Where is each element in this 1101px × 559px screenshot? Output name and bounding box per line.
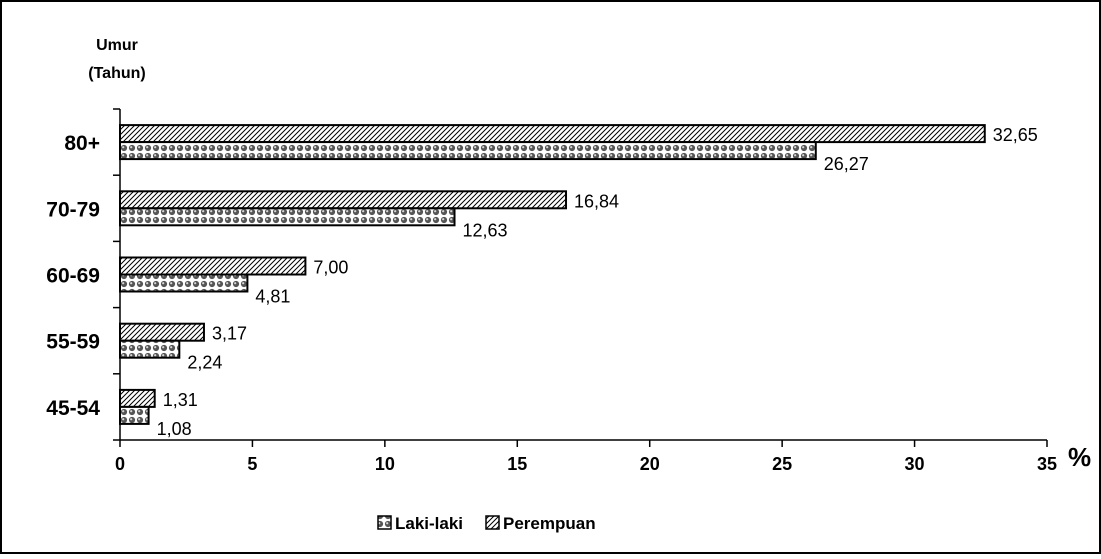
- value-label-perempuan-55-59: 3,17: [212, 324, 247, 344]
- x-tick-label-10: 10: [375, 454, 395, 474]
- x-tick-label-25: 25: [772, 454, 792, 474]
- category-label-55-59: 55-59: [46, 331, 100, 354]
- category-label-80: 80+: [64, 132, 100, 155]
- legend-label-perempuan: Perempuan: [503, 514, 596, 533]
- value-label-perempuan-60-69: 7,00: [313, 258, 348, 278]
- x-ticks-group: 0 5 10 15 20 25 30 35: [115, 440, 1057, 474]
- value-label-perempuan-70-79: 16,84: [574, 191, 619, 211]
- bar-laki-laki-70-79: [119, 207, 456, 227]
- bar-laki-laki-60-69: [119, 273, 249, 293]
- bar-perempuan-45-54: [119, 388, 156, 408]
- y-axis-title-line2: (Tahun): [88, 65, 145, 82]
- legend-label-laki-laki: Laki-laki: [395, 514, 463, 533]
- legend-swatch-laki-laki: [377, 515, 392, 530]
- value-label-laki-laki-80: 26,27: [824, 154, 869, 174]
- value-label-perempuan-45-54: 1,31: [163, 390, 198, 410]
- category-labels-group: 45-54 55-59 60-69 70-79 80+: [46, 132, 100, 420]
- x-tick-label-20: 20: [640, 454, 660, 474]
- value-label-laki-laki-45-54: 1,08: [157, 419, 192, 439]
- category-label-45-54: 45-54: [46, 397, 100, 420]
- value-label-laki-laki-55-59: 2,24: [187, 353, 222, 373]
- bar-laki-laki-45-54: [119, 405, 150, 425]
- x-axis-unit: %: [1068, 442, 1091, 472]
- bar-perempuan-70-79: [119, 190, 568, 210]
- x-tick-label-35: 35: [1037, 454, 1057, 474]
- bar-perempuan-60-69: [119, 256, 307, 276]
- x-tick-label-5: 5: [247, 454, 257, 474]
- x-tick-label-30: 30: [905, 454, 925, 474]
- bar-perempuan-80: [119, 124, 986, 144]
- x-tick-label-0: 0: [115, 454, 125, 474]
- value-labels-group: 1,31 1,08 3,17 2,24 7,00 4,81 16,84 12,63 32,65 2…: [157, 125, 1038, 439]
- x-tick-label-15: 15: [507, 454, 527, 474]
- bar-laki-laki-55-59: [119, 339, 181, 359]
- category-label-70-79: 70-79: [46, 198, 100, 221]
- bar-perempuan-55-59: [119, 322, 205, 342]
- legend-swatch-perempuan: [485, 515, 500, 530]
- value-label-laki-laki-60-69: 4,81: [255, 287, 290, 307]
- y-axis-title-line1: Umur: [96, 37, 138, 54]
- value-label-perempuan-80: 32,65: [993, 125, 1038, 145]
- y-ticks-group: [113, 108, 120, 441]
- category-label-60-69: 60-69: [46, 265, 100, 288]
- bar-laki-laki-80: [119, 141, 817, 161]
- value-label-laki-laki-70-79: 12,63: [463, 220, 508, 240]
- legend: Laki-laki Perempuan: [377, 514, 596, 533]
- bars-group: [119, 124, 986, 425]
